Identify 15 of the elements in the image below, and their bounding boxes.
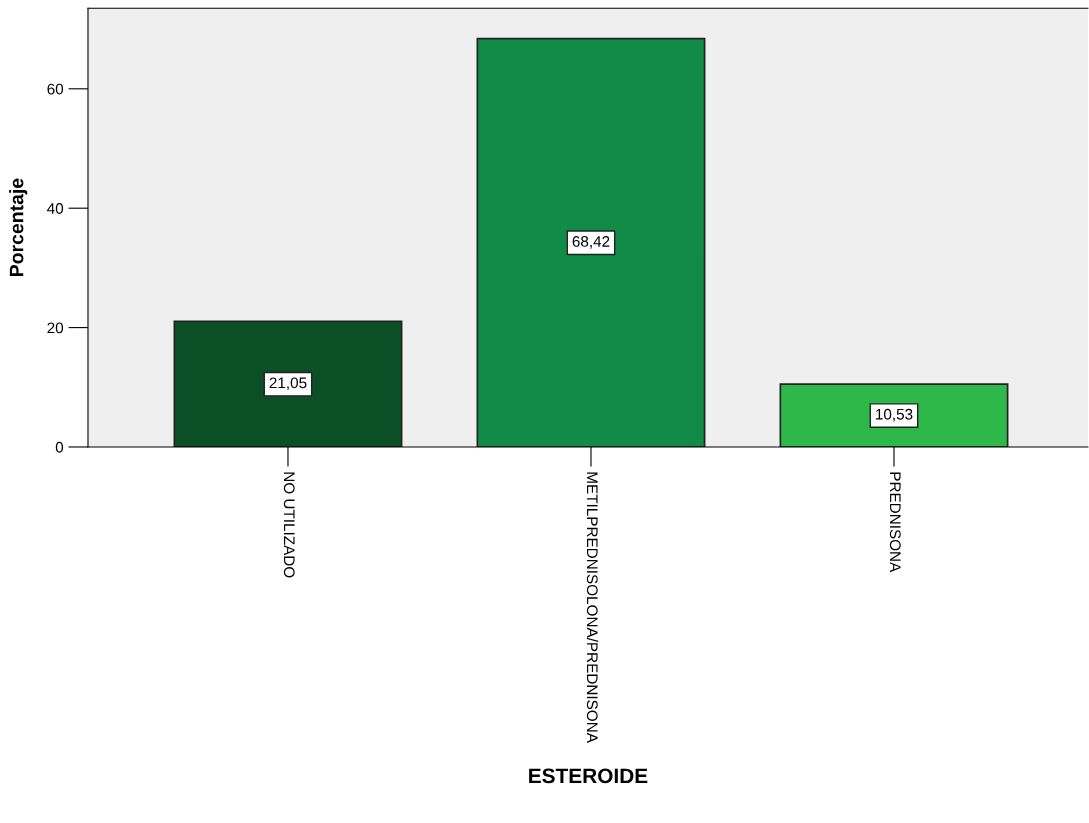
bar (173, 320, 403, 447)
x-tick-label: PREDNISONA (889, 472, 901, 573)
x-axis-title: ESTEROIDE (529, 768, 648, 784)
y-axis-title: Porcentaje (9, 178, 28, 277)
bar (476, 37, 706, 447)
x-tick-label: METILPREDNISOLONA/PREDNISONA (586, 472, 599, 743)
bar (779, 383, 1009, 447)
y-tick-label: 40 (47, 203, 64, 214)
y-tick-label: 20 (47, 322, 64, 334)
y-tick-label: 60 (47, 83, 64, 95)
data-label: 21,05 (269, 377, 307, 391)
x-tick-label: NO UTILIZADO (283, 472, 295, 578)
data-label: 10,53 (876, 408, 913, 422)
data-label: 68,42 (572, 236, 610, 249)
y-tick-label: 0 (55, 441, 64, 453)
